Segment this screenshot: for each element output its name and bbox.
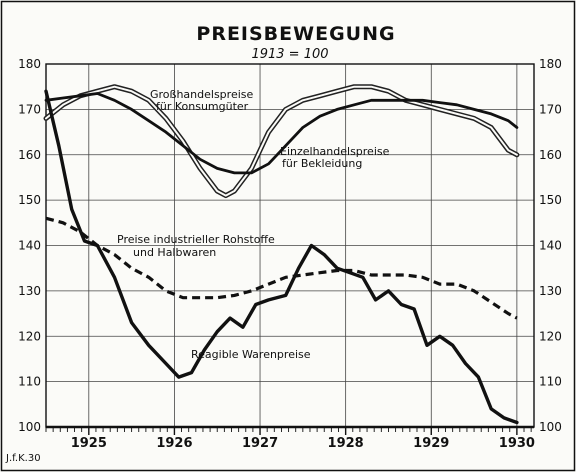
y-tick-left-180: 180 [18,57,41,71]
x-tick-1928: 1928 [328,436,364,451]
annotation-raw-2: und Halbwaren [133,246,216,259]
y-tick-left-170: 170 [18,102,41,116]
annotation-layer: Großhandelspreise für Konsumgüter Einzel… [117,88,390,361]
y-tick-left-100: 100 [18,420,41,434]
annotation-wholesale-2: für Konsumgüter [156,100,249,113]
chart-subtitle: 1913 = 100 [251,47,328,62]
series-line-0-inner [45,85,518,197]
series-line-1 [44,92,519,175]
y-tick-right-100: 100 [539,420,562,434]
x-tick-1927: 1927 [242,436,278,451]
annotation-wholesale-1: Großhandelspreise [150,88,254,101]
annotation-retail-1: Einzelhandelspreise [280,145,390,158]
annotation-reactive: Reagible Warenpreise [191,348,311,361]
x-tick-1925: 1925 [71,436,107,451]
chart-credit: J.f.K.30 [5,453,41,464]
x-tick-1930: 1930 [499,436,535,451]
series-layer [43,84,520,425]
y-tick-right-110: 110 [539,375,562,389]
series-line-3 [44,89,519,425]
y-tick-left-160: 160 [18,148,41,162]
y-tick-right-130: 130 [539,284,562,298]
y-tick-right-180: 180 [539,57,562,71]
y-tick-left-140: 140 [18,239,41,253]
y-tick-right-150: 150 [539,193,562,207]
y-tick-left-150: 150 [18,193,41,207]
annotation-retail-2: für Bekleidung [282,157,362,170]
y-tick-right-140: 140 [539,239,562,253]
series-line-2 [45,216,518,320]
y-tick-right-120: 120 [539,329,562,343]
x-tick-1926: 1926 [156,436,192,451]
axes-layer: 100 100 110 110 120 120 130 130 140 140 150 150 160 1… [18,57,562,451]
annotation-raw-1: Preise industrieller Rohstoffe [117,233,275,246]
y-tick-right-170: 170 [539,102,562,116]
y-tick-left-110: 110 [18,375,41,389]
y-tick-right-160: 160 [539,148,562,162]
y-tick-left-130: 130 [18,284,41,298]
chart-title: PREISBEWEGUNG [196,23,395,45]
y-tick-left-120: 120 [18,329,41,343]
x-tick-1929: 1929 [413,436,449,451]
